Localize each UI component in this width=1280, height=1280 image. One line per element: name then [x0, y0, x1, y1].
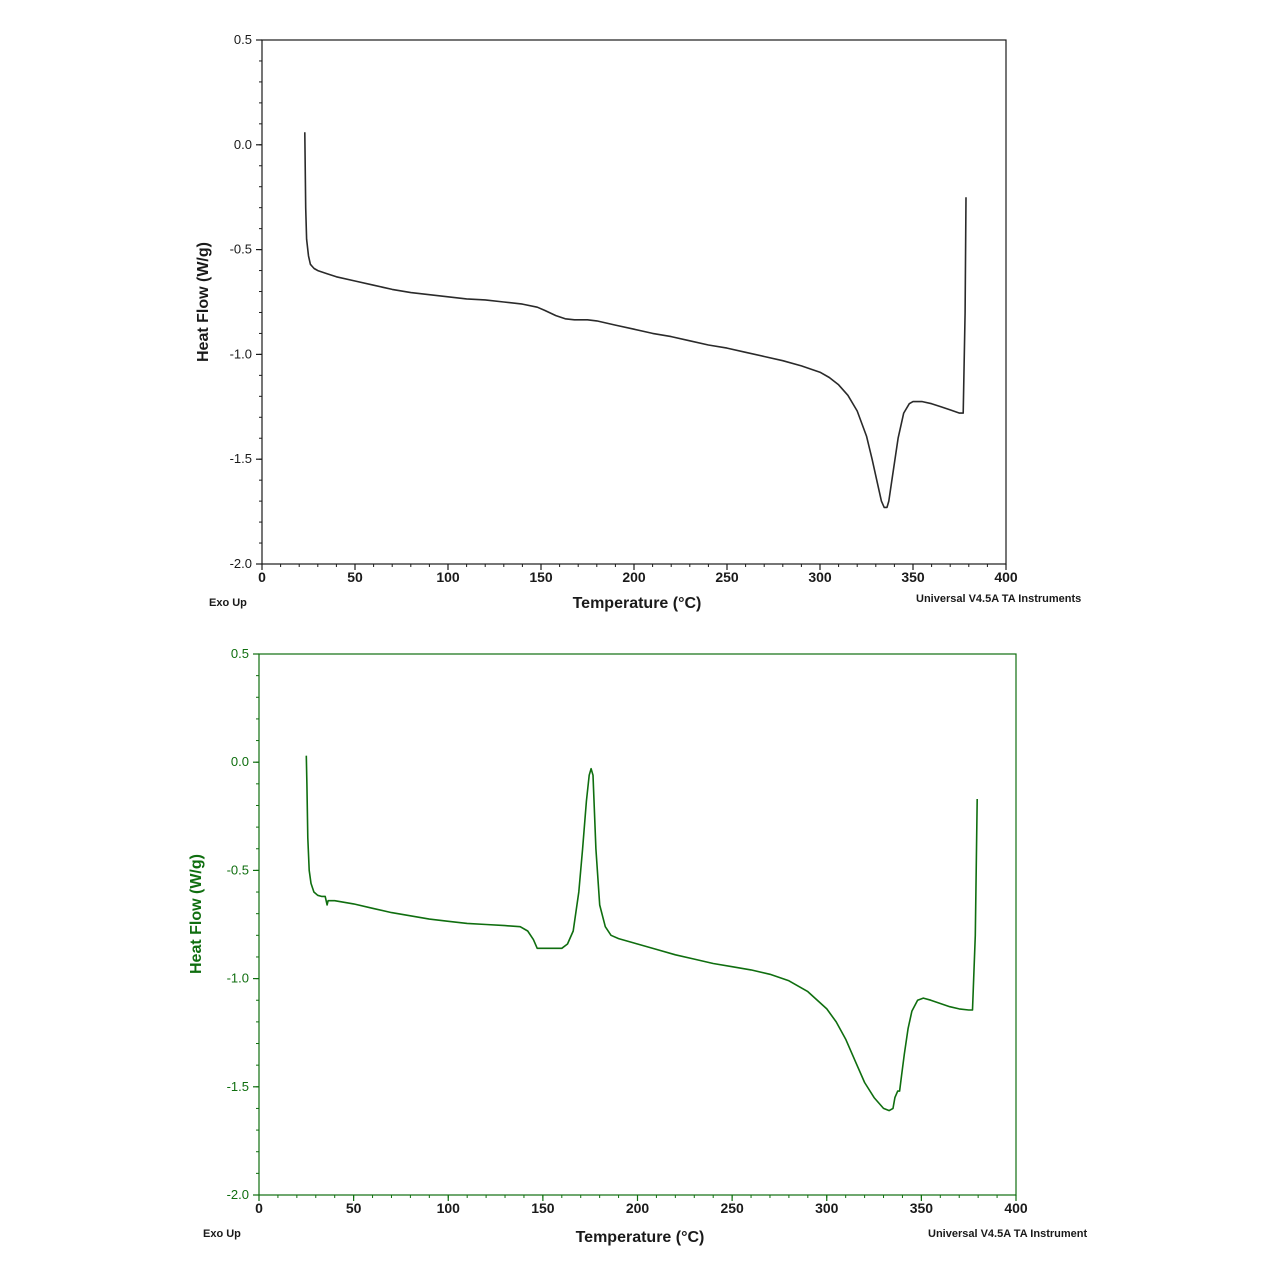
exo-up-note: Exo Up [209, 597, 247, 609]
y-tick-label: -0.5 [227, 862, 249, 877]
x-tick-label: 300 [815, 1200, 839, 1216]
x-tick-label: 50 [347, 569, 363, 585]
x-ticks: 0 50 100 150 200 250 300 350 400 [255, 1195, 1028, 1216]
software-note: Universal V4.5A TA Instrument [928, 1228, 1087, 1240]
y-tick-label: -2.0 [230, 556, 252, 571]
x-tick-label: 350 [901, 569, 925, 585]
x-tick-label: 200 [622, 569, 646, 585]
y-ticks: 0.5 0.0 -0.5 -1.0 -1.5 -2.0 [227, 646, 259, 1202]
x-tick-label: 50 [346, 1200, 362, 1216]
y-ticks: 0.5 0.0 -0.5 -1.0 -1.5 -2.0 [230, 32, 262, 571]
y-axis-title: Heat Flow (W/g) [195, 242, 212, 362]
dsc-chart-top: 0.5 0.0 -0.5 -1.0 -1.5 -2.0 0 50 100 150 200 250 30… [0, 0, 1280, 630]
x-tick-label: 100 [437, 1200, 461, 1216]
x-tick-label: 200 [626, 1200, 650, 1216]
x-tick-label: 400 [1004, 1200, 1028, 1216]
plot-frame [258, 653, 1017, 1196]
x-axis-title: Temperature (°C) [573, 595, 702, 612]
plot-frame [261, 39, 1007, 565]
y-tick-label: -1.5 [230, 451, 252, 466]
y-axis-title: Heat Flow (W/g) [188, 854, 205, 974]
y-tick-label: -1.0 [227, 971, 249, 986]
dsc-chart-bottom-svg: 0.5 0.0 -0.5 -1.0 -1.5 -2.0 0 50 100 150 200 250 30… [188, 646, 1087, 1246]
software-note: Universal V4.5A TA Instruments [916, 593, 1081, 605]
y-tick-label: 0.5 [231, 646, 249, 661]
x-tick-label: 0 [255, 1200, 263, 1216]
x-tick-label: 250 [720, 1200, 744, 1216]
y-tick-label: -1.5 [227, 1079, 249, 1094]
dsc-chart-bottom: 0.5 0.0 -0.5 -1.0 -1.5 -2.0 0 50 100 150 200 250 30… [0, 630, 1280, 1280]
x-tick-label: 300 [808, 569, 832, 585]
x-axis-title: Temperature (°C) [576, 1229, 705, 1246]
y-tick-label: -1.0 [230, 346, 252, 361]
heat-flow-curve [304, 132, 967, 509]
y-tick-label: 0.0 [231, 754, 249, 769]
y-tick-label: -0.5 [230, 242, 252, 257]
x-tick-label: 0 [258, 569, 266, 585]
y-tick-label: 0.0 [234, 137, 252, 152]
x-tick-label: 150 [529, 569, 553, 585]
y-tick-label: -2.0 [227, 1187, 249, 1202]
x-tick-label: 100 [436, 569, 460, 585]
x-ticks: 0 50 100 150 200 250 300 350 400 [258, 564, 1018, 585]
x-tick-label: 350 [910, 1200, 934, 1216]
y-tick-label: 0.5 [234, 32, 252, 47]
exo-up-note: Exo Up [203, 1228, 241, 1240]
x-tick-label: 400 [994, 569, 1018, 585]
dsc-chart-top-svg: 0.5 0.0 -0.5 -1.0 -1.5 -2.0 0 50 100 150 200 250 30… [195, 32, 1081, 612]
x-tick-label: 150 [531, 1200, 555, 1216]
x-tick-label: 250 [715, 569, 739, 585]
heat-flow-curve [305, 755, 978, 1112]
